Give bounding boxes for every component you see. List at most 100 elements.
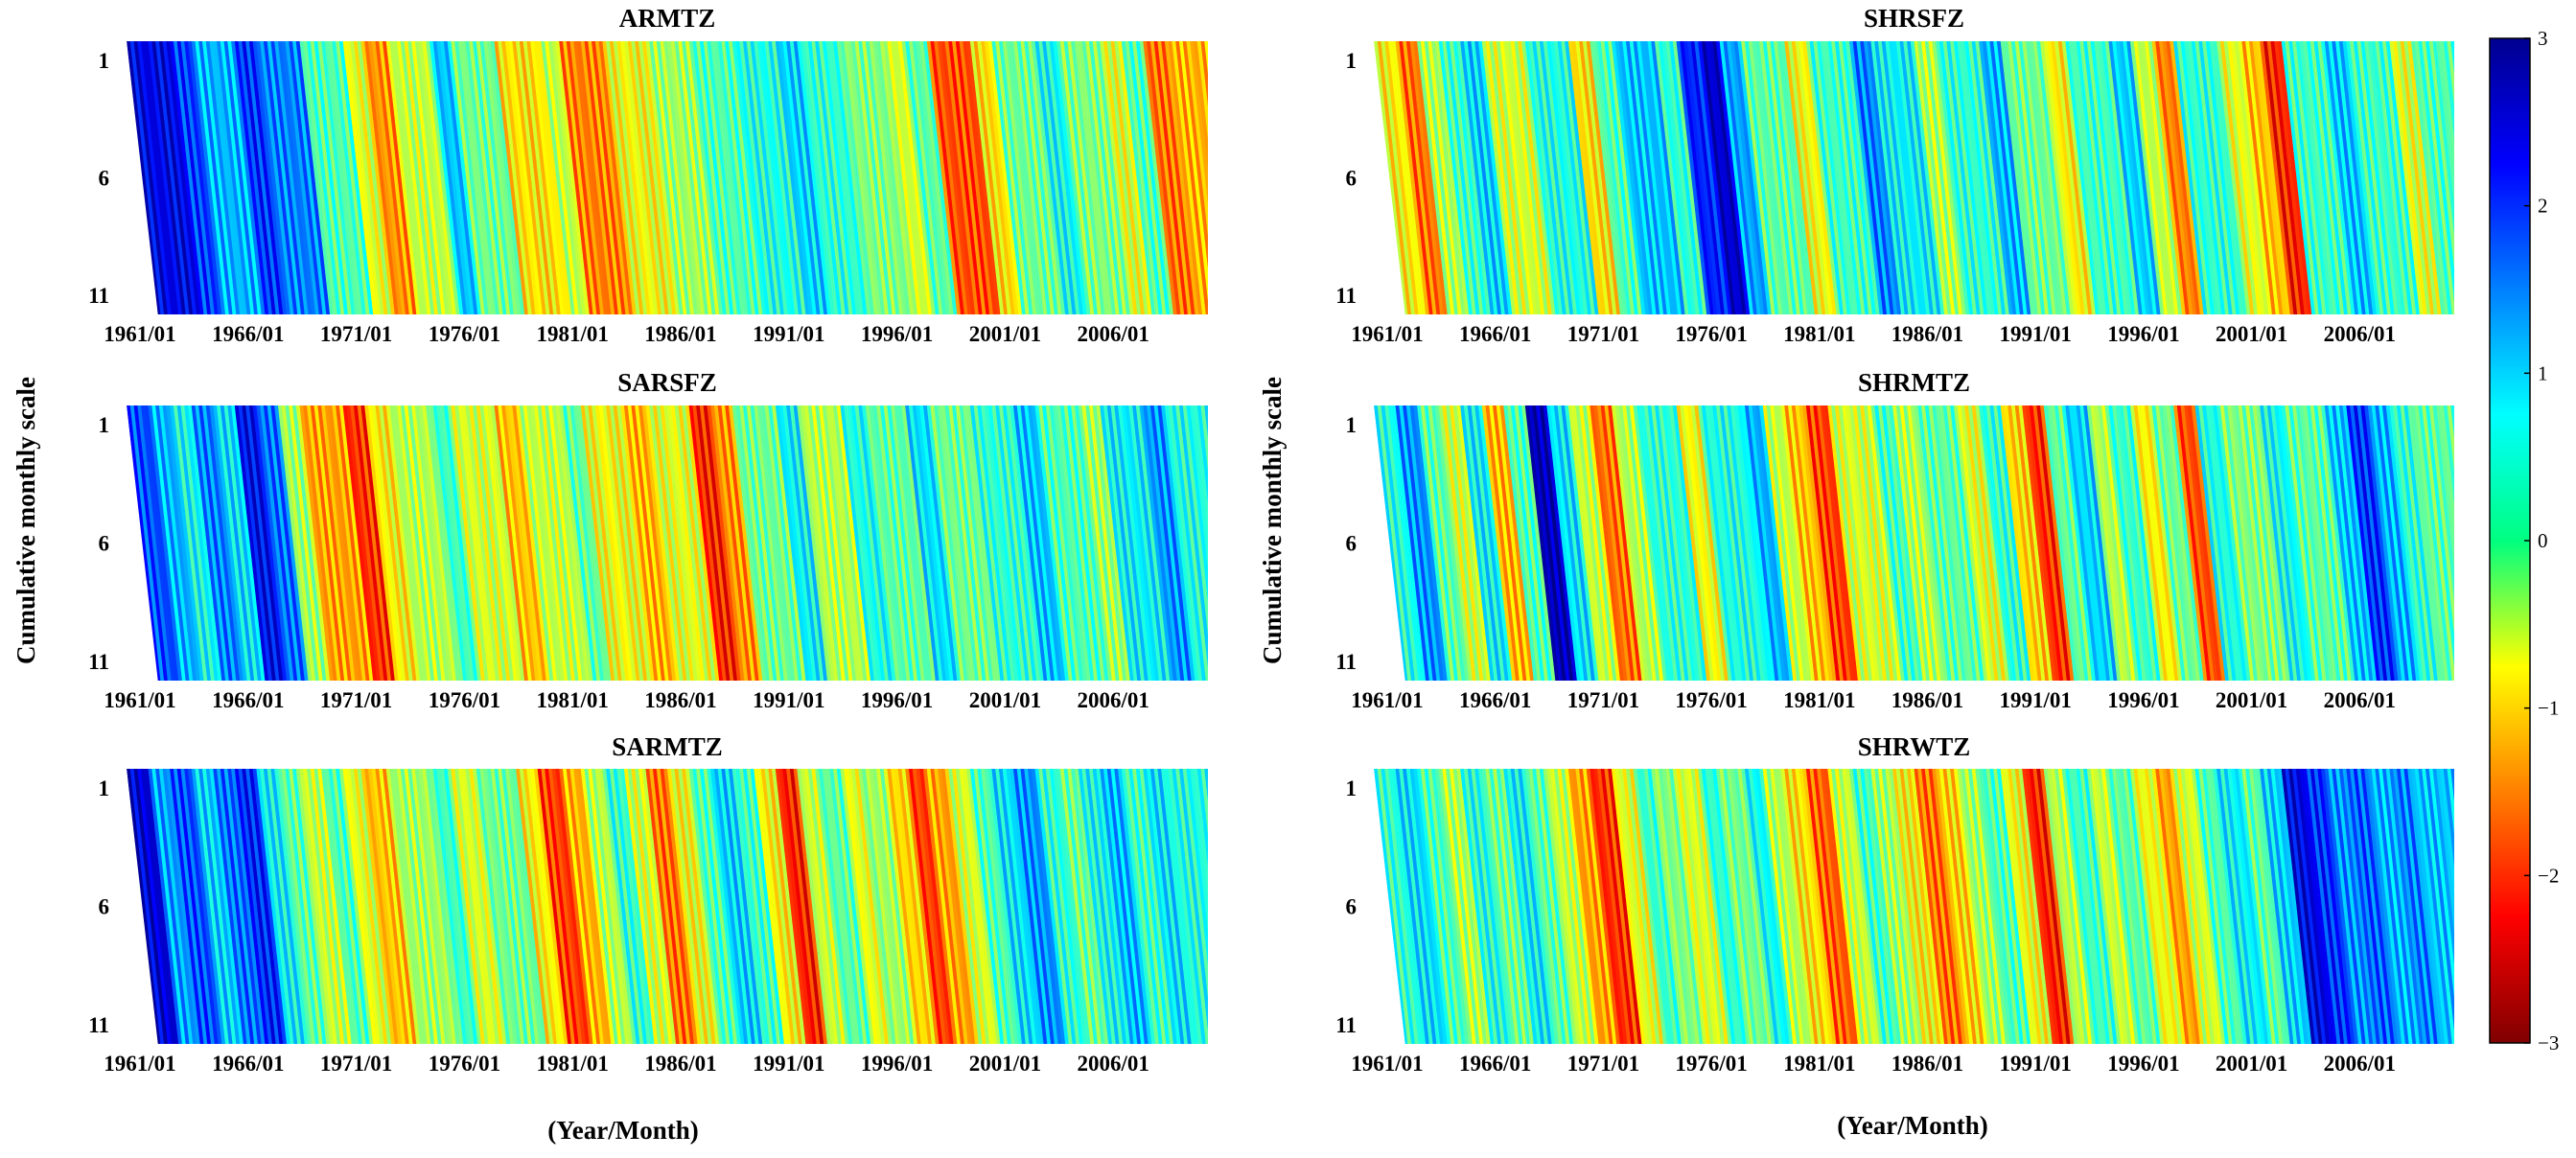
heatmap-stripe xyxy=(1399,769,1434,1044)
heatmap-stripe xyxy=(2350,41,2384,314)
heatmap-stripe xyxy=(663,41,699,314)
x-tick-label: 1966/01 xyxy=(1459,688,1531,712)
heatmap-stripe xyxy=(2238,405,2273,681)
heatmap-stripe xyxy=(367,769,403,1044)
heatmap-stripe xyxy=(1471,41,1506,314)
heatmap-stripe xyxy=(1395,405,1430,681)
heatmap-stripe xyxy=(461,769,497,1044)
heatmap-stripe xyxy=(2194,405,2230,681)
heatmap-stripe xyxy=(1852,405,1888,681)
heatmap-stripe xyxy=(2216,769,2251,1044)
heatmap-stripe xyxy=(1168,769,1203,1044)
heatmap-stripe xyxy=(1827,769,1863,1044)
heatmap-stripe xyxy=(389,769,425,1044)
heatmap-cells xyxy=(1374,41,2454,314)
heatmap-stripe xyxy=(1579,41,1614,314)
heatmap-stripe xyxy=(955,769,990,1044)
heatmap-stripe xyxy=(742,405,777,681)
heatmap-stripe xyxy=(1762,405,1798,681)
heatmap-stripe xyxy=(338,405,374,681)
heatmap-stripe xyxy=(1175,41,1208,314)
heatmap-stripe xyxy=(285,405,320,681)
heatmap-stripe xyxy=(1906,405,1941,681)
heatmap-stripe xyxy=(1460,405,1496,681)
heatmap-stripe xyxy=(2266,41,2302,314)
heatmap-stripe xyxy=(717,41,753,314)
heatmap-stripe xyxy=(1895,405,1931,681)
heatmap-stripe xyxy=(1571,769,1607,1044)
heatmap-stripe xyxy=(2396,769,2431,1044)
heatmap-stripe xyxy=(303,769,338,1044)
heatmap-stripe xyxy=(825,405,861,681)
heatmap-stripe xyxy=(1899,405,1935,681)
heatmap-stripe xyxy=(1932,405,1967,681)
heatmap-stripe xyxy=(1565,41,1600,314)
x-tick-label: 1961/01 xyxy=(1351,1052,1423,1076)
heatmap-stripe xyxy=(876,41,912,314)
heatmap-stripe xyxy=(2277,769,2312,1044)
heatmap-stripe xyxy=(1957,769,1992,1044)
heatmap-stripe xyxy=(2133,769,2169,1044)
heatmap-stripe xyxy=(432,769,468,1044)
heatmap-stripe xyxy=(2450,769,2454,1044)
heatmap-stripe xyxy=(1164,41,1199,314)
heatmap-stripe xyxy=(555,769,591,1044)
heatmap-stripe xyxy=(1643,405,1679,681)
heatmap-stripe xyxy=(1409,405,1445,681)
heatmap-stripe xyxy=(2270,41,2306,314)
heatmap-stripe xyxy=(1669,41,1704,314)
heatmap-stripe xyxy=(2346,41,2381,314)
heatmap-stripe xyxy=(476,41,511,314)
heatmap-stripe xyxy=(2061,41,2097,314)
heatmap-stripe xyxy=(248,41,284,314)
colorbar-tick-label: 1 xyxy=(2538,361,2548,384)
heatmap-stripe xyxy=(1153,41,1189,314)
heatmap-stripe xyxy=(803,405,839,681)
heatmap-stripe xyxy=(2241,405,2277,681)
heatmap-stripe xyxy=(1449,405,1484,681)
x-tick-label: 1981/01 xyxy=(1783,1052,1855,1076)
heatmap-stripe xyxy=(1434,405,1470,681)
heatmap-stripe xyxy=(227,41,263,314)
heatmap-cells xyxy=(1374,769,2454,1044)
heatmap-stripe xyxy=(2266,769,2302,1044)
heatmap-stripe xyxy=(850,405,886,681)
panel-title: SARSFZ xyxy=(617,368,717,397)
heatmap-stripe xyxy=(760,769,796,1044)
heatmap-stripe xyxy=(1175,405,1208,681)
heatmap-stripe xyxy=(1665,41,1701,314)
heatmap-stripe xyxy=(2393,769,2428,1044)
heatmap-stripe xyxy=(1020,41,1056,314)
x-tick-label: 1976/01 xyxy=(1675,688,1747,712)
heatmap-stripe xyxy=(778,769,814,1044)
heatmap-stripe xyxy=(277,769,313,1044)
heatmap-stripe xyxy=(1690,405,1726,681)
heatmap-stripe xyxy=(1936,41,1970,314)
heatmap-stripe xyxy=(1891,769,1927,1044)
heatmap-stripe xyxy=(2274,769,2309,1044)
heatmap-stripe xyxy=(494,769,529,1044)
heatmap-stripe xyxy=(1874,405,1910,681)
heatmap-stripe xyxy=(191,769,226,1044)
heatmap-stripe xyxy=(1059,405,1095,681)
heatmap-stripe xyxy=(1575,41,1611,314)
heatmap-stripe xyxy=(1510,769,1545,1044)
heatmap-stripe xyxy=(2367,41,2402,314)
heatmap-stripe xyxy=(1553,769,1589,1044)
heatmap-stripe xyxy=(342,41,378,314)
heatmap-stripe xyxy=(1690,769,1726,1044)
heatmap-stripe xyxy=(1831,405,1867,681)
heatmap-stripe xyxy=(1586,769,1621,1044)
heatmap-stripe xyxy=(1762,41,1798,314)
heatmap-stripe xyxy=(1647,405,1683,681)
heatmap-stripe xyxy=(1100,41,1135,314)
heatmap-stripe xyxy=(1936,405,1970,681)
heatmap-stripe xyxy=(1056,769,1092,1044)
heatmap-stripe xyxy=(1474,41,1510,314)
heatmap-stripe xyxy=(1655,41,1689,314)
heatmap-stripe xyxy=(2007,41,2043,314)
heatmap-stripe xyxy=(1820,405,1855,681)
x-tick-label: 1961/01 xyxy=(1351,322,1423,346)
heatmap-stripe xyxy=(1817,405,1851,681)
heatmap-stripe xyxy=(141,41,175,314)
